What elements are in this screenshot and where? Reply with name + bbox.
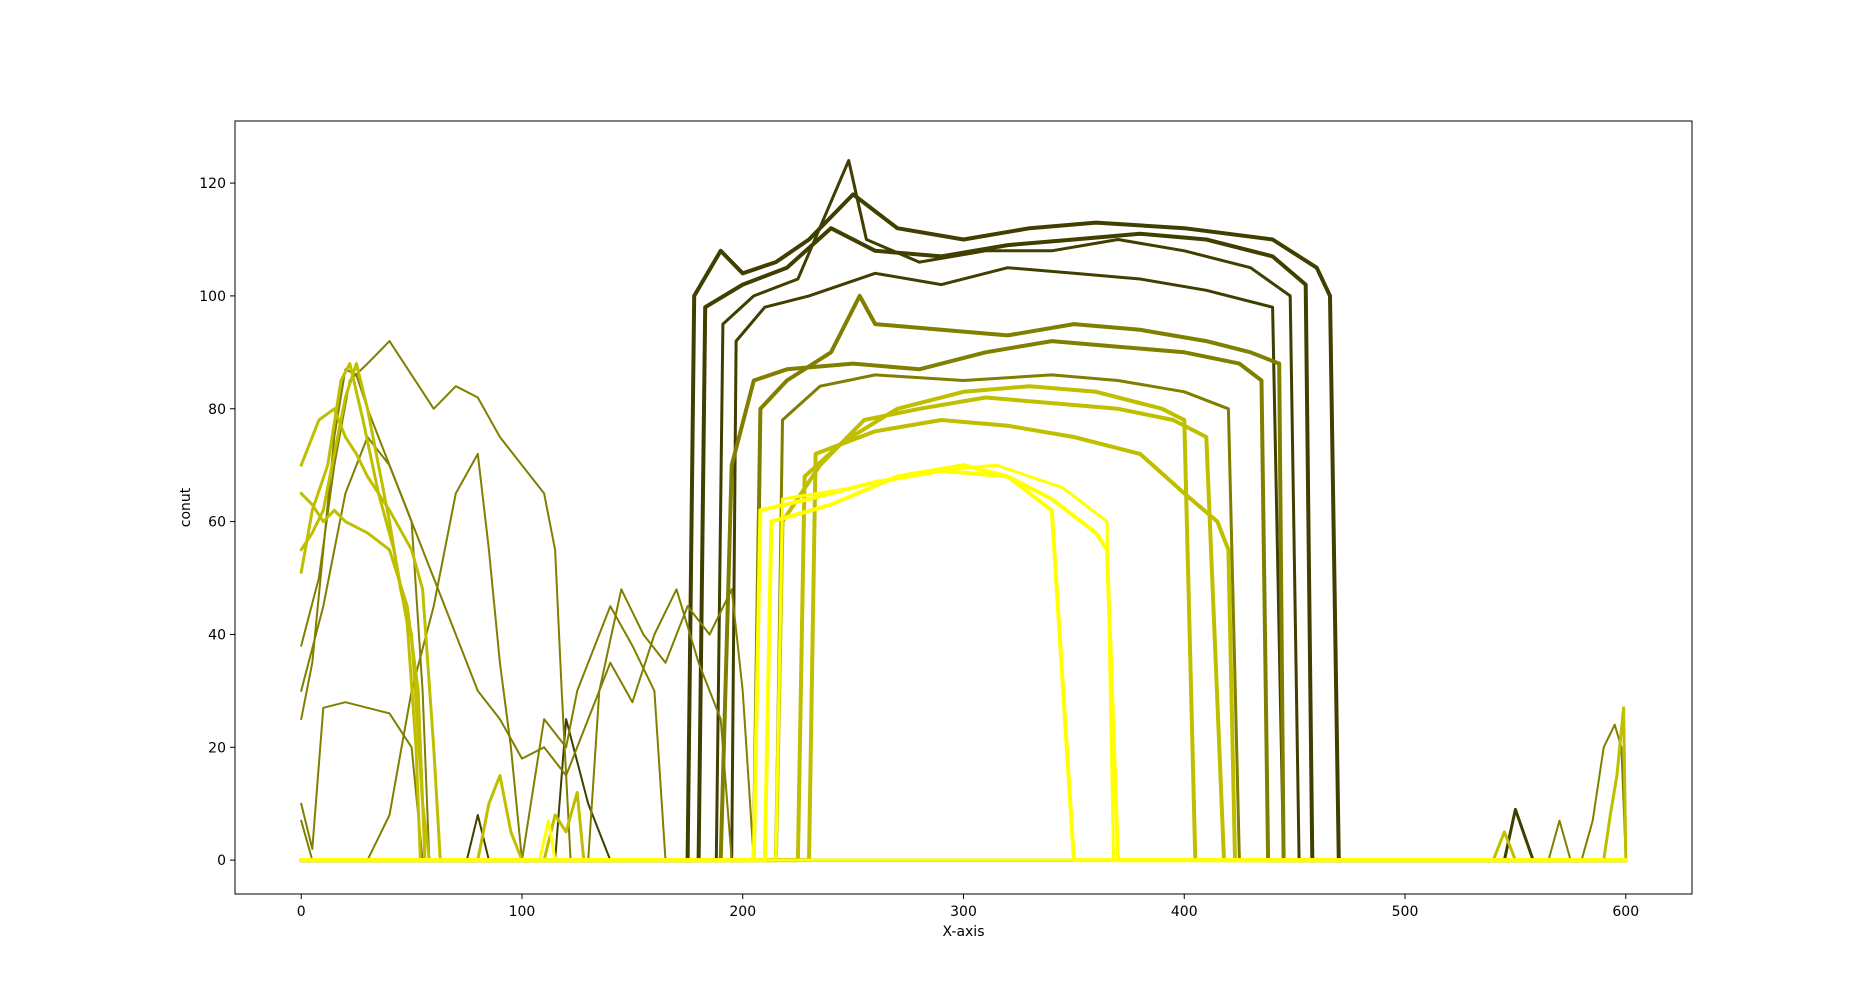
series-line-21 (299, 491, 1628, 862)
y-tick-label-4: 80 (208, 402, 226, 418)
y-tick-label-2: 40 (208, 627, 226, 643)
y-axis-ticks: 0 20 40 60 80 100 120 (199, 176, 235, 869)
x-tick-label-5: 500 (1392, 904, 1419, 920)
x-tick-label-4: 400 (1171, 904, 1198, 920)
series-line-16 (299, 373, 1628, 862)
series-line-15 (299, 293, 1628, 863)
y-tick-label-0: 0 (217, 853, 226, 869)
y-axis-label: conut (178, 487, 194, 527)
series-line-22 (299, 362, 1628, 862)
series-line-13 (300, 588, 1627, 862)
x-tick-label-0: 0 (297, 904, 306, 920)
series-line-0 (299, 192, 1628, 863)
series-line-12 (300, 605, 1627, 862)
x-tick-label-2: 200 (729, 904, 756, 920)
y-tick-label-3: 60 (208, 515, 226, 531)
x-axis-ticks: 0 100 200 300 400 500 600 (297, 894, 1639, 920)
x-tick-label-6: 600 (1612, 904, 1639, 920)
x-tick-label-3: 300 (950, 904, 977, 920)
series-line-33 (299, 463, 1628, 862)
series-line-3 (299, 266, 1628, 862)
x-tick-label-1: 100 (509, 904, 536, 920)
series-line-27 (299, 418, 1628, 863)
x-axis-label: X-axis (943, 924, 985, 940)
y-tick-label-1: 20 (208, 740, 226, 756)
series-layer (299, 159, 1628, 863)
series-line-11 (300, 436, 1627, 862)
y-tick-label-5: 100 (199, 289, 226, 305)
series-line-1 (299, 226, 1628, 863)
series-line-14 (299, 339, 1628, 863)
series-line-2 (299, 159, 1628, 862)
y-tick-label-6: 120 (199, 176, 226, 192)
